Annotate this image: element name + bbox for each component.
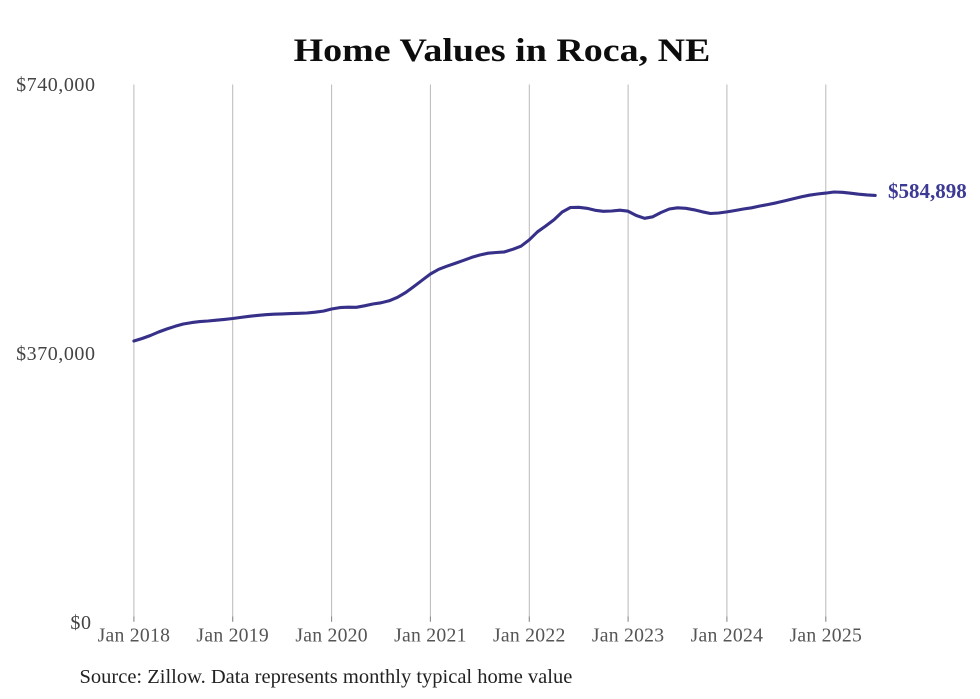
svg-text:Jan 2021: Jan 2021 <box>394 625 467 647</box>
svg-text:Jan 2019: Jan 2019 <box>196 625 269 647</box>
svg-text:Jan 2023: Jan 2023 <box>592 625 665 647</box>
svg-text:Source: Zillow. Data represent: Source: Zillow. Data represents monthly … <box>80 666 573 688</box>
svg-text:Jan 2024: Jan 2024 <box>691 625 764 647</box>
svg-text:Jan 2018: Jan 2018 <box>98 625 171 647</box>
svg-text:$0: $0 <box>70 612 91 634</box>
svg-text:$740,000: $740,000 <box>16 74 95 96</box>
svg-text:$584,898: $584,898 <box>888 179 967 203</box>
svg-text:Home Values in Roca, NE: Home Values in Roca, NE <box>294 31 711 68</box>
svg-text:$370,000: $370,000 <box>16 343 95 365</box>
svg-text:Jan 2025: Jan 2025 <box>790 625 863 647</box>
svg-text:Jan 2022: Jan 2022 <box>493 625 566 647</box>
svg-text:Jan 2020: Jan 2020 <box>295 625 368 647</box>
